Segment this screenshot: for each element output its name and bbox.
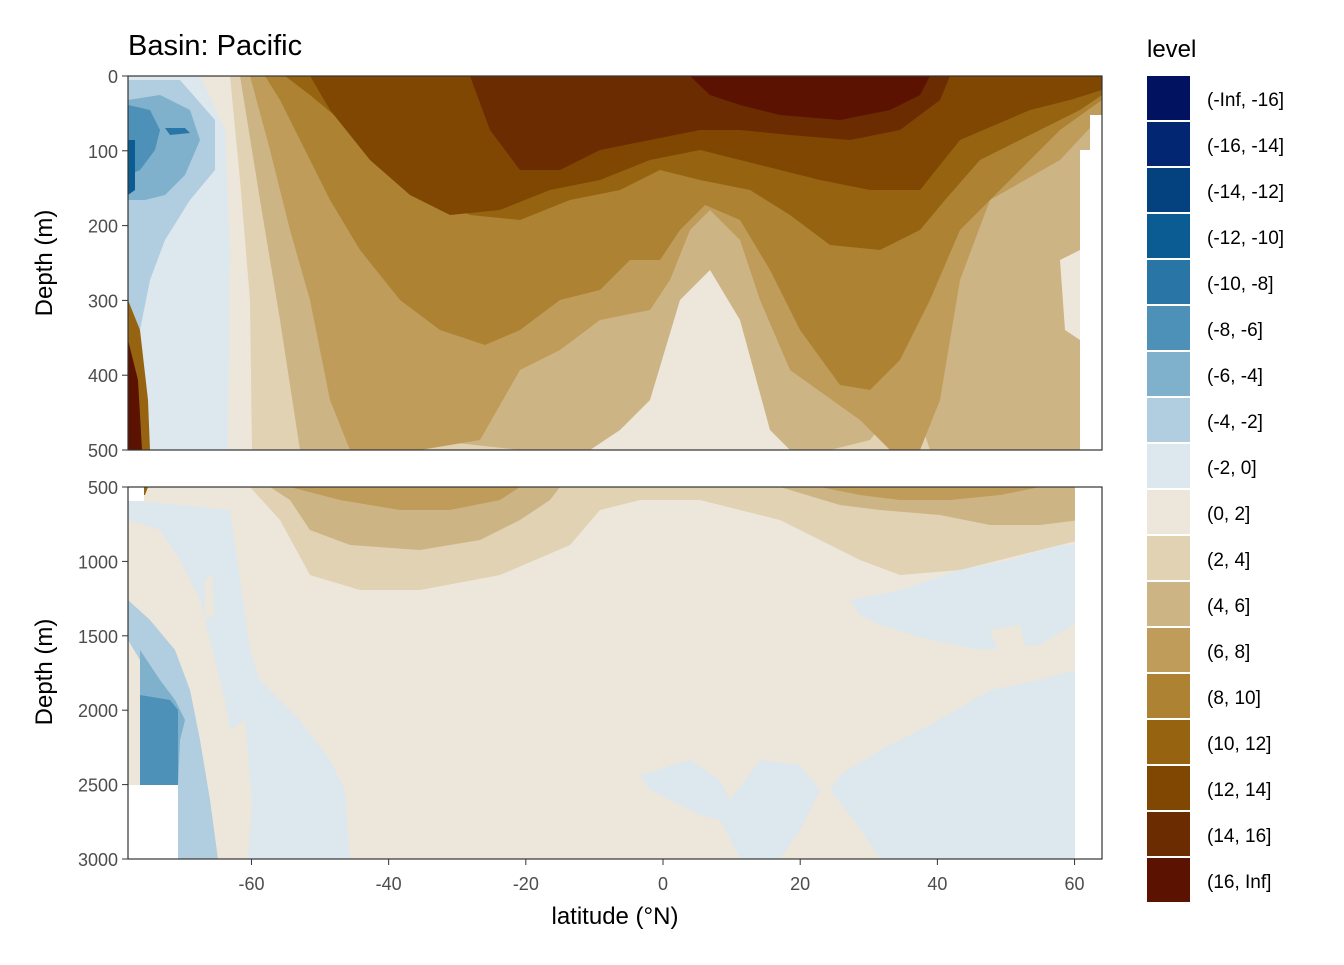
field-bottom bbox=[128, 487, 1102, 859]
legend-swatch bbox=[1147, 122, 1190, 166]
top-band-neg10-neg8 bbox=[165, 128, 190, 135]
legend-swatch bbox=[1147, 214, 1190, 258]
legend-swatch bbox=[1147, 260, 1190, 304]
legend-label: (-16, -14] bbox=[1207, 136, 1284, 157]
bottom-band-0-2-strip bbox=[230, 720, 252, 859]
legend-label: (4, 6] bbox=[1207, 596, 1250, 617]
legend-swatch bbox=[1147, 398, 1190, 442]
bottom-band-0-2-island bbox=[990, 625, 1025, 655]
legend-swatch bbox=[1147, 720, 1190, 764]
y-tick-label: 100 bbox=[88, 142, 118, 162]
y-tick-label: 2500 bbox=[78, 776, 118, 796]
legend-swatch bbox=[1147, 812, 1190, 856]
bottom-band-neg2-0-right-lower bbox=[830, 670, 1075, 859]
bottom-band-4-6-right bbox=[780, 487, 1080, 525]
bottom-band-neg2-0-mid bbox=[640, 760, 820, 859]
legend-label: (-10, -8] bbox=[1207, 274, 1274, 295]
top-band-0-2-hump-inner bbox=[690, 370, 765, 450]
y-tick-label: 1000 bbox=[78, 552, 118, 572]
x-tick-label: 40 bbox=[927, 874, 947, 894]
legend-swatch bbox=[1147, 628, 1190, 672]
legend-label: (-14, -12] bbox=[1207, 182, 1284, 203]
x-axis-label: latitude (°N) bbox=[552, 903, 679, 930]
legend-label: (-8, -6] bbox=[1207, 320, 1263, 341]
bottom-nodata-right bbox=[1075, 487, 1102, 859]
legend: level (-Inf, -16] (-16, -14] (-14, -12] (-1… bbox=[1147, 36, 1284, 902]
x-tick-label: 20 bbox=[790, 874, 810, 894]
legend-swatch bbox=[1147, 76, 1190, 120]
x-tick-label: -20 bbox=[513, 874, 539, 894]
bottom-band-4-6-left bbox=[270, 487, 560, 550]
bottom-band-neg8-neg6 bbox=[140, 695, 178, 785]
y-tick-label: 1500 bbox=[78, 627, 118, 647]
bottom-band-neg2-0-left bbox=[128, 500, 350, 859]
panel-bottom: 500 1000 1500 2000 2500 3000 Depth (m) bbox=[31, 478, 1103, 870]
legend-swatch bbox=[1147, 766, 1190, 810]
top-band-0-2-right bbox=[1060, 250, 1080, 340]
legend-title: level bbox=[1147, 36, 1196, 63]
legend-swatch bbox=[1147, 536, 1190, 580]
y-axis-bottom: 500 1000 1500 2000 2500 3000 bbox=[78, 478, 128, 870]
legend-swatch bbox=[1147, 582, 1190, 626]
legend-swatch bbox=[1147, 168, 1190, 212]
bottom-band-neg2-0-right-upper bbox=[850, 545, 1080, 650]
legend-label: (-6, -4] bbox=[1207, 366, 1263, 387]
y-tick-label: 500 bbox=[88, 441, 118, 461]
top-band-left-hot bbox=[128, 340, 142, 450]
top-nodata-right-upper bbox=[1090, 115, 1102, 150]
top-nodata-right bbox=[1080, 150, 1102, 450]
field-top bbox=[128, 76, 1102, 450]
chart-title: Basin: Pacific bbox=[128, 30, 302, 62]
top-band-16-inf bbox=[690, 76, 930, 120]
bottom-band-6-8-left bbox=[290, 487, 520, 510]
legend-label: (2, 4] bbox=[1207, 550, 1250, 571]
legend-label: (-2, 0] bbox=[1207, 458, 1257, 479]
y-axis-label-top: Depth (m) bbox=[31, 210, 58, 317]
legend-swatch bbox=[1147, 306, 1190, 350]
top-band-neg12-neg10 bbox=[128, 140, 135, 195]
legend-label: (16, Inf] bbox=[1207, 872, 1271, 893]
y-tick-label: 0 bbox=[108, 67, 118, 87]
legend-label: (12, 14] bbox=[1207, 780, 1271, 801]
legend-label: (-Inf, -16] bbox=[1207, 90, 1284, 111]
y-tick-label: 500 bbox=[88, 478, 118, 498]
top-band-neg8-neg6 bbox=[128, 105, 160, 175]
legend-label: (0, 2] bbox=[1207, 504, 1250, 525]
x-axis: -60 -40 -20 0 20 40 60 bbox=[238, 859, 1085, 894]
bottom-nodata-left-top bbox=[128, 487, 144, 501]
x-tick-label: 0 bbox=[658, 874, 668, 894]
y-tick-label: 2000 bbox=[78, 701, 118, 721]
legend-swatch bbox=[1147, 674, 1190, 718]
panel-top: 0 100 200 300 400 500 Depth (m) bbox=[31, 67, 1103, 461]
bottom-nodata-left bbox=[128, 785, 178, 859]
legend-swatch bbox=[1147, 444, 1190, 488]
y-tick-label: 400 bbox=[88, 366, 118, 386]
legend-label: (10, 12] bbox=[1207, 734, 1271, 755]
x-tick-label: -40 bbox=[376, 874, 402, 894]
legend-label: (6, 8] bbox=[1207, 642, 1250, 663]
bottom-band-6-8-right bbox=[820, 487, 1040, 500]
legend-swatch bbox=[1147, 858, 1190, 902]
legend-swatch bbox=[1147, 352, 1190, 396]
y-tick-label: 300 bbox=[88, 291, 118, 311]
y-tick-label: 200 bbox=[88, 217, 118, 237]
legend-swatch bbox=[1147, 490, 1190, 534]
legend-label: (-4, -2] bbox=[1207, 412, 1263, 433]
legend-label: (-12, -10] bbox=[1207, 228, 1284, 249]
x-tick-label: -60 bbox=[238, 874, 264, 894]
y-axis-top: 0 100 200 300 400 500 bbox=[88, 67, 128, 461]
bottom-band-0-2-spot bbox=[205, 575, 214, 620]
y-tick-label: 3000 bbox=[78, 850, 118, 870]
x-tick-label: 60 bbox=[1065, 874, 1085, 894]
y-axis-label-bottom: Depth (m) bbox=[31, 619, 58, 726]
legend-label: (8, 10] bbox=[1207, 688, 1261, 709]
legend-label: (14, 16] bbox=[1207, 826, 1271, 847]
